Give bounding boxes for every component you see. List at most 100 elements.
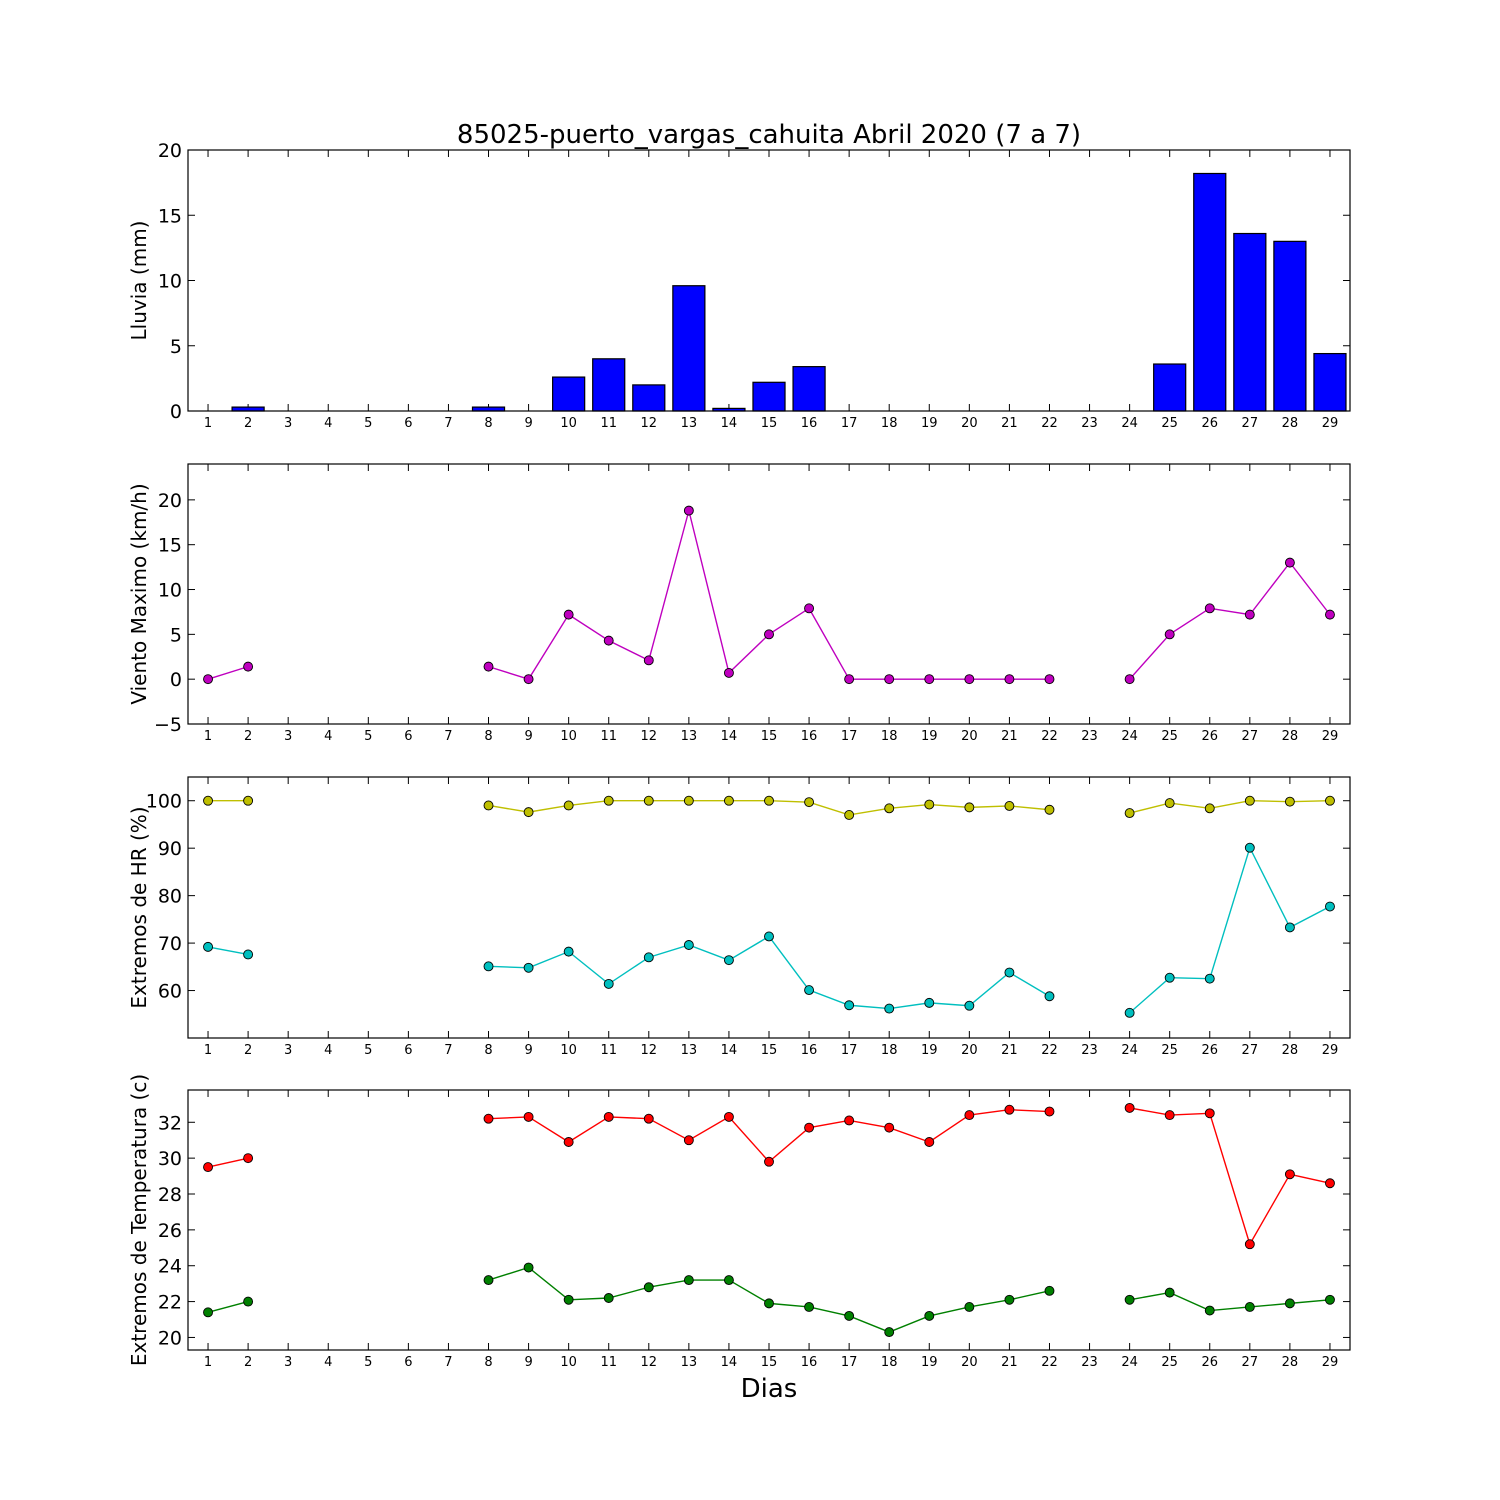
humidity-series-0-point: [603, 795, 614, 806]
humidity-series-0-point: [924, 799, 935, 810]
wind-series-0-point: [723, 667, 734, 678]
wind-series-0-point: [483, 661, 494, 672]
temperature-xtick-label: 11: [600, 1355, 617, 1370]
temperature-xtick-label: 6: [404, 1355, 412, 1370]
humidity-series-1-line: [207, 946, 249, 956]
temperature-series-1-point: [243, 1296, 254, 1307]
humidity-xtick-label: 29: [1322, 1043, 1339, 1058]
rain-xtick-label: 8: [484, 416, 492, 431]
temperature-xtick-label: 16: [801, 1355, 818, 1370]
temperature-xtick-label: 28: [1282, 1355, 1299, 1370]
wind-series-0-point: [563, 609, 574, 620]
temperature-series-0-point: [243, 1153, 254, 1164]
temperature-xtick-label: 3: [284, 1355, 292, 1370]
humidity-series-1-point: [1124, 1007, 1135, 1018]
temperature-series-0-point: [683, 1135, 694, 1146]
wind-xtick-label: 12: [641, 729, 658, 744]
rain-xtick-label: 27: [1242, 416, 1259, 431]
temperature-series-1-point: [764, 1298, 774, 1309]
temperature-series-0-point: [563, 1137, 574, 1147]
humidity-xtick-label: 9: [524, 1043, 532, 1058]
x-axis-label: Dias: [741, 1374, 798, 1404]
wind-xtick-label: 22: [1041, 729, 1058, 744]
humidity-xtick-label: 12: [641, 1043, 658, 1058]
temperature-xtick-label: 10: [560, 1355, 577, 1370]
temperature-series-0-point: [964, 1110, 975, 1121]
temperature-xtick-label: 29: [1322, 1355, 1339, 1370]
humidity-series-1-point: [203, 941, 213, 952]
humidity-series-0-point: [1124, 808, 1135, 819]
wind-series-0-point: [683, 505, 694, 516]
wind-xtick-label: 27: [1242, 729, 1259, 744]
temperature-ytick-label: 22: [158, 1292, 182, 1314]
wind-ytick-label: 15: [158, 535, 182, 557]
humidity-series-1-point: [1204, 973, 1215, 984]
rain-ytick-label: 20: [158, 140, 182, 162]
rain-bar: [592, 358, 626, 412]
wind-series-0-point: [643, 655, 654, 666]
rain-bar: [632, 384, 666, 412]
humidity-series-1-point: [924, 997, 935, 1008]
humidity-y-axis-label: Extremos de HR (%): [127, 806, 151, 1008]
wind-xtick-label: 26: [1201, 729, 1218, 744]
temperature-xtick-label: 26: [1201, 1355, 1218, 1370]
rain-xtick-label: 1: [204, 416, 212, 431]
temperature-xtick-label: 12: [641, 1355, 658, 1370]
wind-ytick-label: 5: [170, 624, 182, 646]
temperature-xtick-label: 13: [681, 1355, 698, 1370]
humidity-series-0-point: [563, 800, 574, 811]
temperature-series-0-point: [764, 1156, 774, 1167]
humidity-xtick-label: 24: [1121, 1043, 1138, 1058]
temperature-series-1-point: [643, 1282, 654, 1293]
rain-xtick-label: 23: [1081, 416, 1098, 431]
wind-series-0-point: [243, 661, 254, 672]
humidity-series-0-point: [483, 800, 494, 811]
humidity-xtick-label: 19: [921, 1043, 938, 1058]
humidity-ytick-label: 90: [158, 838, 182, 860]
humidity-series-1-point: [1325, 901, 1335, 912]
rain-bar: [672, 285, 706, 412]
wind-xtick-label: 8: [484, 729, 492, 744]
humidity-series-1-line: [488, 935, 1050, 1010]
humidity-series-1-point: [243, 949, 254, 960]
humidity-series-0-point: [683, 795, 694, 806]
humidity-series-1-point: [1004, 967, 1015, 978]
temperature-series-0-point: [1325, 1178, 1335, 1189]
wind-xtick-label: 18: [881, 729, 898, 744]
temperature-series-1-point: [1044, 1285, 1055, 1296]
wind-series-0-line: [1129, 561, 1331, 680]
temperature-series-0-point: [1124, 1102, 1135, 1113]
temperature-series-1-point: [1004, 1294, 1015, 1305]
wind-series-0-point: [523, 674, 534, 685]
wind-xtick-label: 19: [921, 729, 938, 744]
humidity-series-1-point: [1044, 991, 1055, 1002]
temperature-xtick-label: 2: [244, 1355, 252, 1370]
rain-bar: [552, 376, 586, 412]
rain-xtick-label: 10: [560, 416, 577, 431]
temperature-series-0-point: [483, 1113, 494, 1124]
wind-series-0-point: [844, 674, 855, 685]
humidity-xtick-label: 21: [1001, 1043, 1018, 1058]
humidity-series-1-point: [603, 978, 614, 989]
wind-xtick-label: 9: [524, 729, 532, 744]
humidity-series-1-point: [483, 961, 494, 972]
wind-xtick-label: 20: [961, 729, 978, 744]
temperature-xtick-label: 1: [204, 1355, 212, 1370]
rain-axes-frame: [187, 149, 1351, 412]
humidity-series-1-point: [844, 1000, 855, 1011]
humidity-series-1-point: [523, 962, 534, 973]
humidity-xtick-label: 28: [1282, 1043, 1299, 1058]
humidity-xtick-label: 1: [204, 1043, 212, 1058]
wind-xtick-label: 13: [681, 729, 698, 744]
humidity-xtick-label: 14: [721, 1043, 738, 1058]
wind-series-0-point: [1044, 674, 1055, 685]
rain-xtick-label: 19: [921, 416, 938, 431]
humidity-xtick-label: 27: [1242, 1043, 1259, 1058]
humidity-xtick-label: 22: [1041, 1043, 1058, 1058]
humidity-series-0-point: [643, 795, 654, 806]
humidity-xtick-label: 20: [961, 1043, 978, 1058]
temperature-series-0-point: [1004, 1104, 1015, 1115]
humidity-xtick-label: 16: [801, 1043, 818, 1058]
temperature-xtick-label: 23: [1081, 1355, 1098, 1370]
rain-ytick-label: 10: [158, 271, 182, 293]
